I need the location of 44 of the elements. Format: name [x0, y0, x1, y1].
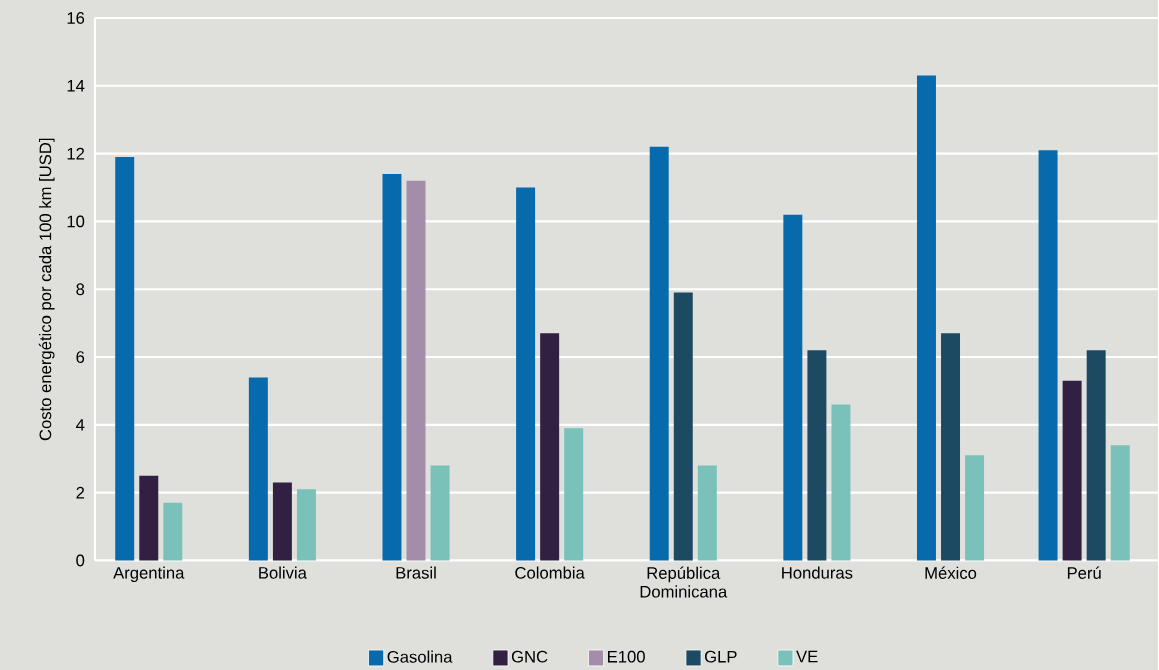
- bar: [649, 146, 669, 561]
- bar: [115, 156, 135, 561]
- y-tick-label: 8: [76, 283, 85, 295]
- y-tick-label: 4: [76, 418, 85, 431]
- bar: [807, 350, 827, 561]
- x-tick-label: Brasil: [396, 566, 436, 579]
- y-tick-label: 0: [76, 554, 85, 567]
- y-tick-label: 10: [67, 215, 85, 228]
- bar: [139, 475, 159, 561]
- bar: [163, 502, 183, 561]
- bar: [272, 482, 292, 561]
- x-tick-label: México: [925, 566, 977, 579]
- y-tick-label: 2: [76, 486, 85, 499]
- bar: [673, 292, 693, 561]
- y-axis-title: Costo energético por cada 100 km [USD]: [38, 138, 55, 440]
- bar: [516, 187, 536, 561]
- legend-label: Gasolina: [387, 650, 453, 663]
- legend-label: GNC: [511, 650, 548, 663]
- bar: [783, 214, 803, 561]
- y-tick-label: 12: [67, 147, 85, 160]
- bar: [296, 489, 316, 561]
- x-tick-label: Colombia: [515, 566, 585, 579]
- bar: [916, 75, 936, 561]
- bar: [382, 173, 402, 561]
- legend-label: VE: [796, 650, 818, 663]
- bar: [540, 333, 560, 561]
- legend-label: E100: [608, 650, 645, 663]
- y-tick-label: 14: [67, 79, 85, 92]
- bar: [831, 404, 851, 561]
- legend-label: GLP: [704, 650, 737, 663]
- x-tick-label: Argentina: [113, 566, 185, 582]
- x-tick-label: Honduras: [782, 566, 853, 579]
- bar: [406, 180, 426, 561]
- bar: [248, 377, 268, 561]
- x-tick-label: Perú: [1067, 566, 1101, 579]
- bar: [430, 465, 450, 561]
- y-tick-label: 6: [76, 350, 85, 363]
- x-tick-label: Bolivia: [259, 566, 307, 579]
- y-tick-label: 16: [67, 11, 85, 24]
- bar: [941, 333, 961, 561]
- bar: [965, 455, 985, 561]
- x-tick-label: República Dominicana: [640, 566, 728, 598]
- bar: [697, 465, 717, 561]
- bar: [564, 428, 584, 561]
